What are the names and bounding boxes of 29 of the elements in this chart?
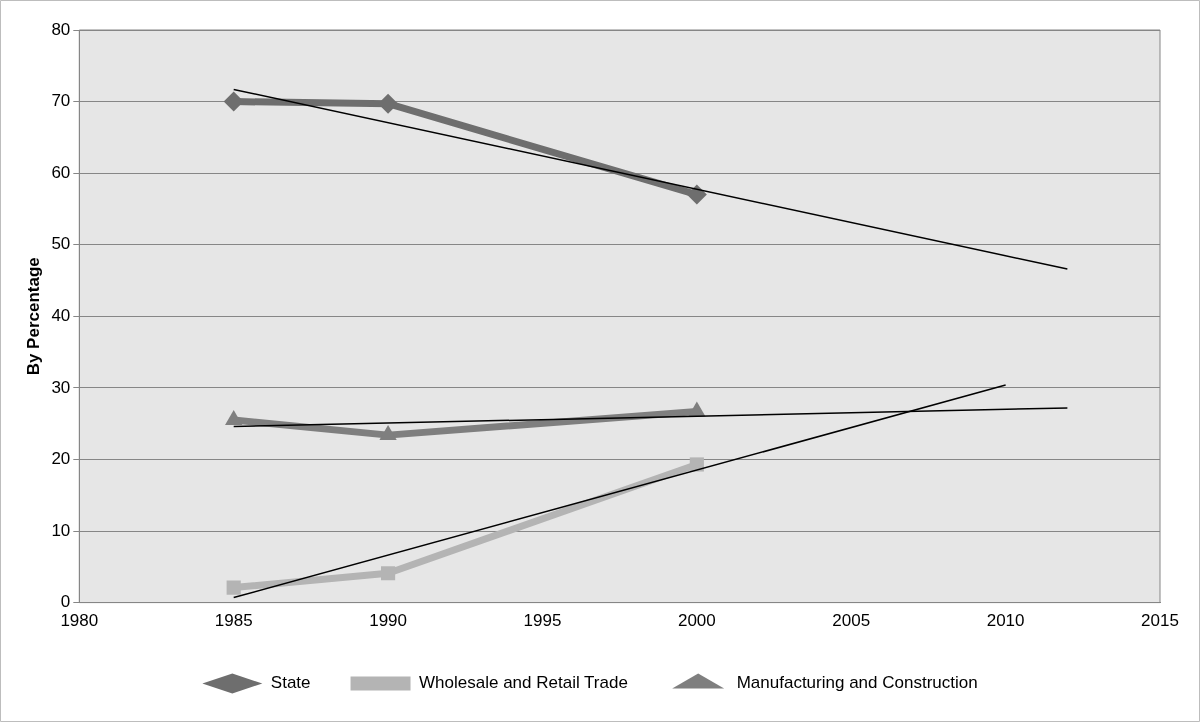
point (223, 91, 244, 112)
x-tick-label: 1990 (369, 611, 407, 631)
y-tick-label: 80 (51, 19, 71, 39)
point (226, 580, 241, 595)
x-tick-label: 1980 (60, 611, 99, 631)
legend-label: State (270, 673, 311, 693)
x-tick-label: 2010 (986, 611, 1025, 631)
point (225, 410, 243, 426)
y-tick-label: 50 (51, 234, 71, 254)
y-tick-label: 0 (60, 592, 71, 612)
y-tick-label: 70 (51, 91, 71, 111)
y-tick-label: 40 (51, 305, 71, 325)
x-tick-label: 2000 (677, 611, 716, 631)
point (686, 184, 707, 205)
legend-label: Wholesale and Retail Trade (419, 673, 628, 693)
x-tick-label: 1995 (523, 611, 562, 631)
point (378, 93, 399, 114)
legend-label: Manufacturing and Construction (736, 673, 978, 693)
y-tick-label: 10 (51, 520, 71, 540)
point (381, 566, 396, 581)
point (689, 457, 704, 472)
x-tick-label: 1985 (214, 611, 253, 631)
y-tick-label: 60 (51, 162, 71, 182)
y-tick-label: 20 (51, 449, 71, 469)
point (379, 425, 397, 441)
x-tick-label: 2005 (832, 611, 871, 631)
y-tick-label: 30 (51, 377, 71, 397)
x-tick-label: 2015 (1141, 611, 1179, 631)
y-axis-title: By Percentage (23, 257, 43, 376)
